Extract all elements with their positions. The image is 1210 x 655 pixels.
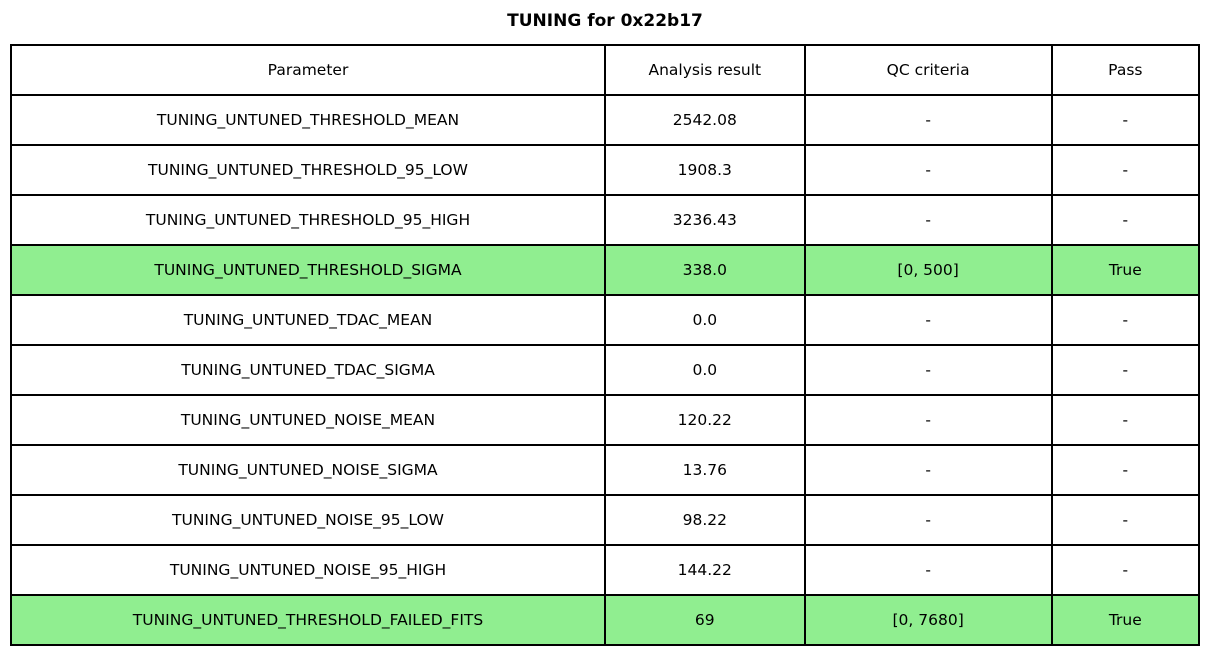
page-title: TUNING for 0x22b17 (507, 11, 703, 31)
pass-cell: - (1050, 294, 1201, 346)
table-row: TUNING_UNTUNED_THRESHOLD_95_HIGH 3236.43-… (10, 194, 1201, 246)
table-row: TUNING_UNTUNED_NOISE_MEAN 120.22- - (10, 394, 1201, 446)
analysis-result-cell: 98.22 (604, 494, 806, 546)
header-row: Parameter Analysis result QC criteria Pa… (10, 44, 1201, 96)
analysis-result-cell: 144.22 (604, 544, 806, 596)
qc-criteria-cell: - (803, 294, 1053, 346)
parameter-cell: TUNING_UNTUNED_TDAC_MEAN (10, 294, 606, 346)
parameter-cell: TUNING_UNTUNED_NOISE_SIGMA (10, 444, 606, 496)
pass-cell: - (1050, 544, 1201, 596)
qc-criteria-cell: - (803, 494, 1053, 546)
qc-criteria-cell: - (803, 394, 1053, 446)
pass-cell: - (1050, 194, 1201, 246)
table-row: TUNING_UNTUNED_NOISE_95_LOW 98.22- - (10, 494, 1201, 546)
table-row: TUNING_UNTUNED_TDAC_SIGMA 0.0- - (10, 344, 1201, 396)
table-row: TUNING_UNTUNED_THRESHOLD_FAILED_FITS 69 [0… (10, 594, 1201, 646)
parameter-cell: TUNING_UNTUNED_THRESHOLD_95_LOW (10, 144, 606, 196)
table-body: TUNING_UNTUNED_THRESHOLD_MEAN 2542.08- - TU… (10, 94, 1201, 646)
parameter-cell: TUNING_UNTUNED_NOISE_95_HIGH (10, 544, 606, 596)
analysis-result-cell: 3236.43 (604, 194, 806, 246)
qc-criteria-cell: [0, 500] (803, 244, 1053, 296)
analysis-result-cell: 120.22 (604, 394, 806, 446)
pass-cell: - (1050, 444, 1201, 496)
table-row: TUNING_UNTUNED_TDAC_MEAN 0.0- - (10, 294, 1201, 346)
column-header-analysis-result: Analysis result (604, 44, 806, 96)
column-header-parameter: Parameter (10, 44, 606, 96)
parameter-cell: TUNING_UNTUNED_THRESHOLD_SIGMA (10, 244, 606, 296)
pass-cell: - (1050, 94, 1201, 146)
qc-criteria-cell: - (803, 344, 1053, 396)
parameter-cell: TUNING_UNTUNED_THRESHOLD_FAILED_FITS (10, 594, 606, 646)
pass-cell: - (1050, 144, 1201, 196)
qc-criteria-cell: - (803, 144, 1053, 196)
parameter-cell: TUNING_UNTUNED_NOISE_MEAN (10, 394, 606, 446)
pass-cell: - (1050, 494, 1201, 546)
table-row: TUNING_UNTUNED_NOISE_95_HIGH 144.22- - (10, 544, 1201, 596)
qc-criteria-cell: [0, 7680] (803, 594, 1053, 646)
table-row: TUNING_UNTUNED_THRESHOLD_95_LOW 1908.3- - (10, 144, 1201, 196)
table-row: TUNING_UNTUNED_THRESHOLD_MEAN 2542.08- - (10, 94, 1201, 146)
parameter-cell: TUNING_UNTUNED_THRESHOLD_95_HIGH (10, 194, 606, 246)
analysis-result-cell: 1908.3 (604, 144, 806, 196)
qc-criteria-cell: - (803, 444, 1053, 496)
qc-criteria-cell: - (803, 94, 1053, 146)
qc-table: Parameter Analysis result QC criteria Pa… (10, 44, 1201, 646)
pass-cell: True (1050, 594, 1201, 646)
analysis-result-cell: 0.0 (604, 344, 806, 396)
qc-criteria-cell: - (803, 544, 1053, 596)
pass-cell: True (1050, 244, 1201, 296)
qc-criteria-cell: - (803, 194, 1053, 246)
analysis-result-cell: 338.0 (604, 244, 806, 296)
parameter-cell: TUNING_UNTUNED_THRESHOLD_MEAN (10, 94, 606, 146)
parameter-cell: TUNING_UNTUNED_NOISE_95_LOW (10, 494, 606, 546)
pass-cell: - (1050, 394, 1201, 446)
pass-cell: - (1050, 344, 1201, 396)
analysis-result-cell: 69 (604, 594, 806, 646)
table-row: TUNING_UNTUNED_THRESHOLD_SIGMA 338.0 [0, 5… (10, 244, 1201, 296)
analysis-result-cell: 2542.08 (604, 94, 806, 146)
analysis-result-cell: 0.0 (604, 294, 806, 346)
analysis-result-cell: 13.76 (604, 444, 806, 496)
column-header-pass: Pass (1050, 44, 1201, 96)
column-header-qc-criteria: QC criteria (803, 44, 1053, 96)
table-row: TUNING_UNTUNED_NOISE_SIGMA 13.76- - (10, 444, 1201, 496)
parameter-cell: TUNING_UNTUNED_TDAC_SIGMA (10, 344, 606, 396)
table-header: Parameter Analysis result QC criteria Pa… (10, 44, 1201, 96)
